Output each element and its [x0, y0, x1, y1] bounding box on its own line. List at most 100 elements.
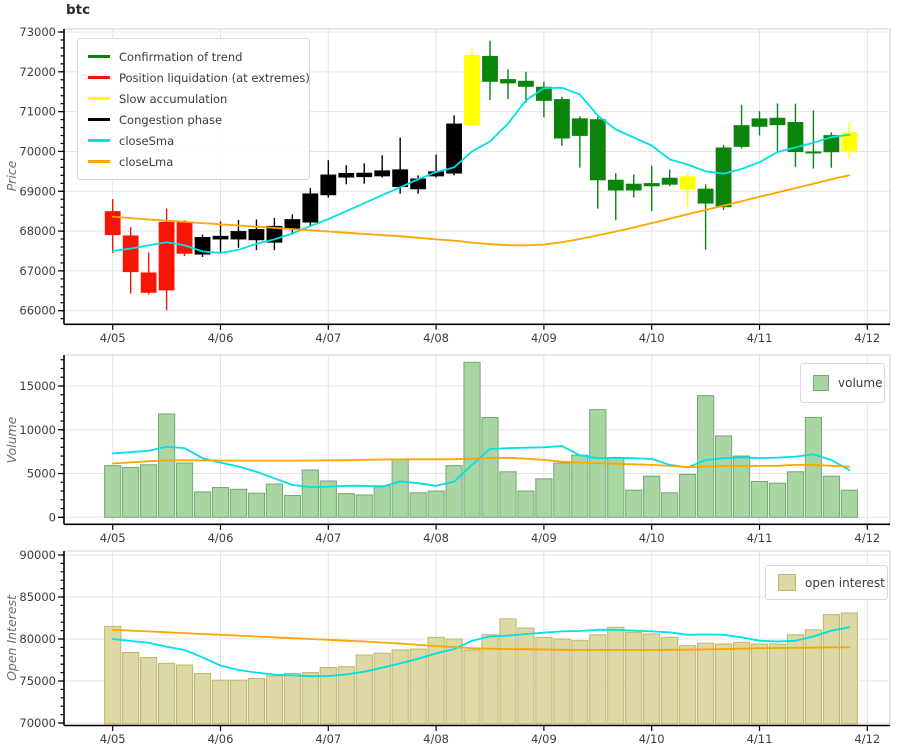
open-interest-bar: [553, 638, 571, 725]
candle: [805, 110, 822, 169]
candle: [266, 217, 283, 251]
legend-item-label: closeLma: [119, 154, 174, 169]
y-tick-label: 10000: [19, 423, 56, 437]
x-tick-label: 4/05: [100, 531, 126, 545]
volume-bar: [391, 459, 409, 518]
candle: [338, 165, 355, 185]
closelma-line-swatch: [88, 160, 110, 163]
candle: [176, 220, 193, 257]
candle: [571, 116, 588, 168]
volume-bar: [679, 473, 697, 518]
x-tick-label: 4/12: [854, 531, 880, 545]
open-interest-bar: [391, 649, 409, 725]
x-tick-label: 4/07: [315, 732, 341, 746]
candle: [194, 234, 211, 257]
volume-bar: [481, 417, 499, 518]
volume-bar: [427, 490, 445, 518]
candle: [841, 121, 858, 159]
open-interest-bar: [319, 667, 337, 725]
volume-bar: [625, 489, 643, 518]
volume-bar: [714, 435, 733, 518]
candle: [661, 169, 678, 187]
volume-axis-label: Volume: [4, 416, 19, 464]
volume-bar: [463, 361, 481, 518]
x-tick-label: 4/06: [208, 732, 234, 746]
volume-bar: [553, 462, 571, 518]
candle: [212, 221, 229, 253]
chart-title: btc: [66, 2, 91, 18]
volume-swatch: [813, 375, 829, 391]
open-interest-bar: [535, 636, 553, 725]
oi-panel: 70000 75000 80000 85000 90000 4/05 4/06 4/07 4/0…: [19, 548, 891, 746]
candle: [284, 214, 301, 235]
volume-bar: [768, 482, 787, 518]
candle: [464, 48, 480, 127]
candle: [697, 184, 714, 250]
x-tick-label: 4/09: [531, 331, 557, 345]
candle-body: [176, 221, 193, 254]
candle: [500, 69, 516, 100]
volume-bar: [571, 454, 589, 518]
open-interest-bar: [229, 679, 248, 725]
x-tick-label: 4/12: [854, 331, 880, 345]
open-interest-bar: [732, 641, 751, 725]
candle-body: [625, 183, 642, 191]
y-tick-label: 90000: [19, 548, 56, 562]
volume-panel: 0 5000 10000 15000 4/05 4/06 4/07 4/08 4/09 4/10 4…: [19, 354, 891, 545]
y-tick-label: 15000: [19, 379, 56, 393]
open-interest-bar: [122, 651, 140, 725]
trend-line-swatch: [88, 55, 110, 58]
open-interest-bar: [714, 643, 733, 725]
y-tick-label: 70000: [19, 716, 56, 730]
candle-body: [230, 231, 247, 240]
candle: [769, 103, 786, 154]
candle-body: [212, 235, 229, 240]
candle-body: [661, 177, 678, 185]
x-tick-label: 4/08: [423, 531, 449, 545]
legend-item-label: Confirmation of trend: [119, 49, 243, 64]
volume-bar: [786, 471, 805, 518]
closesma-line-swatch: [88, 139, 110, 142]
volume-bar: [499, 471, 517, 518]
candle-body: [553, 99, 570, 139]
x-tick-label: 4/08: [423, 331, 449, 345]
candle-body: [284, 219, 301, 229]
open-interest-bar: [786, 634, 805, 725]
legend-item-label: Slow accumulation: [119, 91, 228, 106]
volume-bar: [517, 490, 535, 518]
y-tick-label: 69000: [19, 184, 56, 198]
accumulation-line-swatch: [88, 97, 110, 100]
candle-body: [104, 211, 121, 236]
open-interest-bar: [517, 627, 535, 725]
candle-body: [356, 172, 373, 178]
legend-item-label: Position liquidation (at extremes): [119, 70, 310, 85]
x-tick-label: 4/07: [315, 531, 341, 545]
volume-bar: [283, 494, 301, 518]
open-interest-bar: [140, 656, 158, 725]
volume-bar: [697, 395, 715, 518]
volume-legend-label: volume: [838, 376, 883, 390]
candle: [553, 96, 570, 146]
x-tick-label: 4/11: [747, 732, 773, 746]
price-panel: 66000 67000 68000 69000 70000 71000 72000 73000…: [19, 25, 891, 345]
open-interest-bar: [499, 618, 517, 725]
candle: [320, 160, 337, 198]
open-interest-bar: [607, 626, 625, 725]
volume-bar: [373, 485, 391, 518]
open-interest-bar: [804, 629, 823, 725]
candle: [607, 173, 624, 221]
open-interest-bar: [409, 648, 427, 725]
price-axis-label: Price: [4, 160, 19, 192]
candle-body: [589, 119, 606, 181]
y-tick-label: 5000: [27, 467, 56, 481]
candle: [482, 40, 498, 101]
candle-body: [769, 117, 786, 126]
y-tick-label: 72000: [19, 65, 56, 79]
open-interest-bar: [355, 654, 373, 725]
open-interest-bar: [840, 612, 858, 725]
volume-bar: [535, 478, 553, 518]
y-tick-label: 68000: [19, 224, 56, 238]
candle-body: [374, 170, 391, 177]
oi-axis-label: Open Interest: [4, 595, 19, 681]
